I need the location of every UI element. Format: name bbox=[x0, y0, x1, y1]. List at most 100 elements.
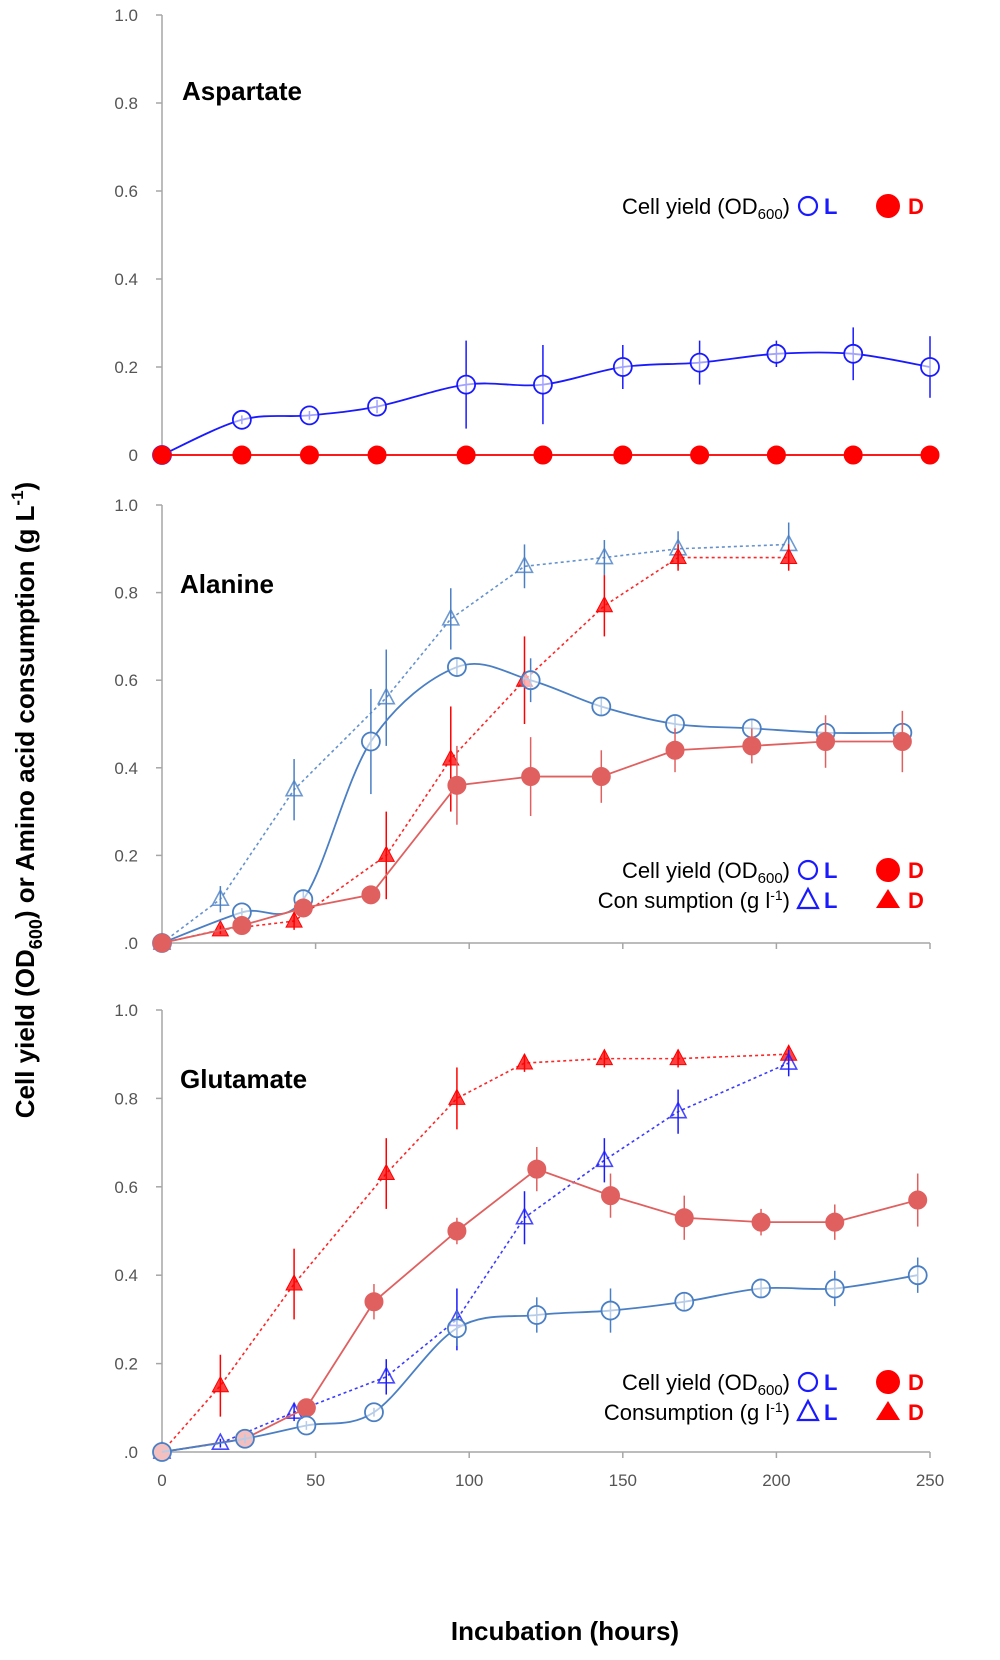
y-tick-label: 0.8 bbox=[114, 584, 138, 603]
data-point bbox=[235, 1428, 255, 1449]
legend-marker-L bbox=[797, 195, 819, 217]
data-point bbox=[447, 775, 467, 795]
y-tick-label: .0 bbox=[124, 934, 138, 953]
data-point bbox=[232, 445, 252, 465]
data-point bbox=[285, 911, 303, 928]
data-point bbox=[779, 547, 798, 565]
data-point bbox=[211, 888, 230, 907]
data-point bbox=[296, 1415, 317, 1436]
data-point bbox=[690, 445, 710, 465]
y-tick-label: 1.0 bbox=[114, 1001, 138, 1020]
y-tick-label: 0.4 bbox=[114, 759, 138, 778]
data-point bbox=[377, 1163, 396, 1181]
legend-label: Cell yield (OD600) bbox=[622, 1370, 790, 1399]
data-point bbox=[843, 343, 864, 364]
data-point bbox=[751, 1212, 771, 1232]
legend-label-subscript: 600 bbox=[758, 870, 783, 887]
data-point bbox=[779, 1052, 799, 1070]
legend-label: Consumption (g l-1) bbox=[604, 1399, 790, 1425]
y-tick-label: .0 bbox=[124, 1443, 138, 1462]
data-point bbox=[364, 1292, 384, 1312]
legend-key-D: D bbox=[908, 1370, 924, 1395]
data-point bbox=[907, 1265, 928, 1286]
panel-title: Aspartate bbox=[182, 76, 302, 106]
data-point bbox=[601, 1186, 621, 1206]
legend-marker-L bbox=[796, 1398, 820, 1422]
series-cell-yield-d bbox=[152, 1147, 928, 1462]
chart-panel-alanine: .0 0.2 0.4 0.6 0.8 1.0 Alanine Cell yield (OD60… bbox=[114, 496, 931, 953]
series-line bbox=[161, 543, 789, 944]
data-point bbox=[211, 919, 230, 937]
series-line bbox=[161, 351, 931, 456]
data-point bbox=[299, 445, 319, 465]
chart-panel-aspartate: 0 0.2 0.4 0.6 0.8 1.0 Aspartate Cell yield (OD6… bbox=[114, 6, 940, 465]
legend-label-text: Cell yield (OD bbox=[622, 194, 758, 219]
legend-label: Cell yield (OD600) bbox=[622, 858, 790, 887]
legend-label-subscript: 600 bbox=[758, 1382, 783, 1399]
legend-row-circle: Cell yield (OD600) L D bbox=[622, 858, 924, 887]
data-point bbox=[824, 1278, 845, 1299]
y-tick-label: 0.6 bbox=[114, 671, 138, 690]
data-point bbox=[285, 1273, 303, 1291]
data-point bbox=[669, 1048, 687, 1066]
y-tick-label: 0.4 bbox=[114, 1266, 138, 1285]
legend-key-D: D bbox=[908, 194, 924, 219]
x-tick-label: 200 bbox=[762, 1471, 790, 1490]
legend-label-end: ) bbox=[783, 1400, 790, 1425]
legend-label-text: Cell yield (OD bbox=[622, 1370, 758, 1395]
series-line bbox=[161, 1053, 789, 1453]
panel-title: Glutamate bbox=[180, 1064, 307, 1094]
x-tick-label: 100 bbox=[455, 1471, 483, 1490]
data-point bbox=[908, 1190, 928, 1210]
data-point bbox=[447, 1221, 467, 1241]
data-point bbox=[526, 1305, 547, 1325]
data-point bbox=[293, 898, 313, 918]
data-point bbox=[299, 405, 320, 426]
data-point bbox=[533, 374, 553, 395]
legend-marker-L bbox=[796, 886, 820, 910]
legend-marker-D bbox=[876, 1401, 900, 1420]
data-point bbox=[447, 1318, 467, 1339]
legend-label-end: ) bbox=[783, 1370, 790, 1395]
y-tick-label: 0.2 bbox=[114, 358, 138, 377]
data-point bbox=[232, 915, 252, 935]
legend-key-L: L bbox=[824, 858, 837, 883]
data-point bbox=[284, 779, 304, 797]
legend-row-triangle: Consumption (g l-1) L D bbox=[604, 1398, 924, 1425]
data-point bbox=[448, 1088, 466, 1105]
data-point bbox=[751, 1278, 771, 1299]
y-tick-label: 0.2 bbox=[114, 846, 138, 865]
data-point bbox=[669, 547, 687, 565]
data-point bbox=[689, 352, 710, 373]
data-point bbox=[361, 885, 381, 905]
legend-label-end: ) bbox=[783, 194, 790, 219]
data-point bbox=[766, 445, 786, 465]
series-consumption-d bbox=[153, 1044, 798, 1459]
legend-label-superscript: -1 bbox=[770, 1399, 783, 1415]
data-point bbox=[892, 732, 912, 752]
y-axis-title: Cell yield (OD600) or Amino acid consump… bbox=[8, 482, 46, 1118]
legend-marker-L bbox=[797, 1371, 819, 1393]
legend-label-text: Cell yield (OD bbox=[622, 858, 758, 883]
y-tick-label: 1.0 bbox=[114, 6, 138, 25]
data-point bbox=[515, 555, 534, 574]
y-tick-label: 0.6 bbox=[114, 182, 138, 201]
data-point bbox=[367, 445, 387, 465]
y-tick-label: 0.4 bbox=[114, 270, 138, 289]
legend-row-circle: Cell yield (OD600) L D bbox=[622, 194, 924, 223]
legend-marker-D bbox=[876, 889, 900, 908]
legend-label: Cell yield (OD600) bbox=[622, 194, 790, 223]
y-tick-label: 0.6 bbox=[114, 1178, 138, 1197]
x-tick-label: 0 bbox=[157, 1471, 166, 1490]
data-point bbox=[527, 1159, 547, 1179]
data-point bbox=[377, 845, 396, 862]
data-point bbox=[920, 445, 940, 465]
data-point bbox=[613, 445, 633, 465]
data-point bbox=[296, 1398, 316, 1418]
series-cell-yield-d bbox=[152, 445, 940, 465]
legend-label-subscript: 600 bbox=[758, 206, 783, 223]
data-point bbox=[515, 1052, 534, 1070]
data-point bbox=[825, 1212, 845, 1232]
